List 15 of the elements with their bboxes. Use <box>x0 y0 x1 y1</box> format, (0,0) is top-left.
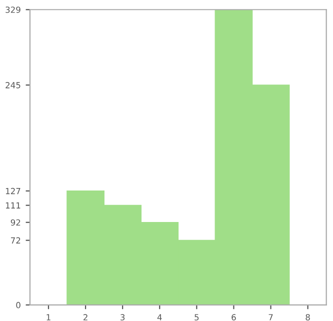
y-tick-label: 72 <box>11 237 20 244</box>
y-tick-label: 127 <box>6 188 20 194</box>
x-tick-label: 2 <box>84 314 88 320</box>
x-tick-label: 1 <box>46 314 50 320</box>
y-tick-label: 329 <box>6 6 20 13</box>
x-tick-label: 6 <box>232 314 236 320</box>
x-tick-label: 7 <box>268 314 273 320</box>
x-tick-label: 5 <box>194 314 199 320</box>
y-tick-label: 92 <box>10 219 20 226</box>
y-tick-label: 111 <box>6 202 20 208</box>
x-tick-label: 4 <box>157 314 162 320</box>
x-tick-label: 3 <box>120 314 125 320</box>
x-tick-label: 8 <box>306 314 310 320</box>
y-tick-label: 245 <box>6 82 20 88</box>
y-tick-label: 0 <box>16 302 20 308</box>
